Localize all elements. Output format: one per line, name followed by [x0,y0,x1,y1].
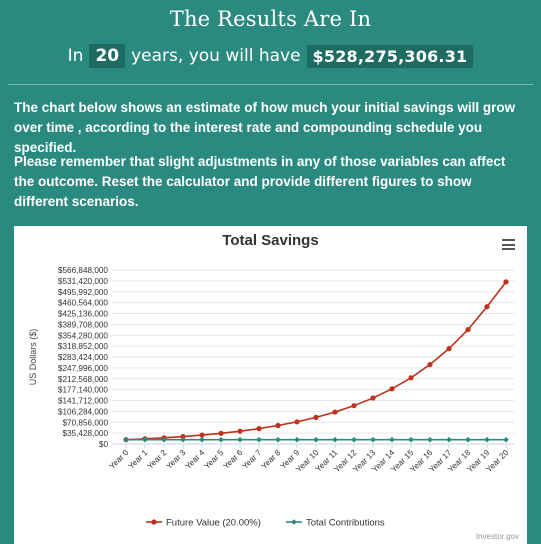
x-tick-label: Year 2 [146,448,169,471]
y-tick-label: $495,992,000 [58,288,109,297]
data-point [370,395,376,401]
data-point [446,436,452,443]
explanation-paragraph: The chart below shows an estimate of how… [14,100,516,155]
data-point [389,436,395,443]
data-point [332,409,338,415]
disclaimer-paragraph: Please remember that slight adjustments … [14,154,506,209]
legend-marker [151,519,157,525]
data-point [446,346,452,352]
data-point [294,436,300,443]
results-title: The Results Are In [169,7,372,31]
chart-title: Total Savings [222,232,319,249]
y-tick-label: $531,420,000 [58,277,109,286]
x-tick-label: Year 6 [222,448,245,471]
y-tick-label: $354,280,000 [58,331,109,340]
y-tick-label: $141,712,000 [58,397,109,406]
x-tick-label: Year 3 [165,448,188,471]
summary-middle: years, you will have [131,46,301,66]
x-tick-label: Year 5 [203,448,226,471]
data-point [294,419,300,425]
summary-prefix: In [67,46,84,66]
data-point [351,436,357,443]
x-tick-label: Year 0 [108,448,131,471]
data-point [408,375,414,381]
x-tick-label: Year 8 [260,448,283,471]
y-tick-label: $70,856,000 [62,418,108,427]
data-point [256,436,262,443]
data-point [161,436,167,443]
y-tick-label: $389,708,000 [58,320,109,329]
divider [8,84,533,85]
data-point [427,436,433,443]
data-point [427,361,433,368]
legend-label: Future Value (20.00%) [166,518,261,529]
data-point [313,436,319,443]
data-point [142,436,148,443]
data-point [218,436,224,443]
data-point [332,436,338,443]
x-tick-label: Year 4 [184,448,207,471]
data-point [237,436,243,443]
chart-plot: $0 $35,428,000 $70,856,000 $106,284,000$141… [28,266,514,529]
data-point [123,436,129,443]
y-tick-label: $566,848,000 [58,266,109,275]
data-point [275,422,281,429]
data-point [275,436,281,443]
legend-marker [291,519,297,525]
results-summary: In 20 years, you will have $528,275,306.… [0,44,541,68]
data-point [484,436,490,443]
data-point [484,304,490,310]
y-axis-label: US Dollars ($) [28,329,38,386]
legend-label: Total Contributions [306,518,385,529]
y-tick-label: $425,136,000 [58,310,109,319]
y-tick-label: $283,424,000 [58,353,109,362]
data-point [370,436,376,443]
y-tick-label: $212,568,000 [58,375,109,384]
x-tick-label: Year 1 [127,448,150,471]
data-point [180,436,186,443]
y-tick-label: $318,852,000 [58,342,109,351]
data-point [256,426,262,432]
data-point [237,428,243,434]
data-point [351,403,357,409]
savings-chart: Total Savings $0 $35,428,000 $70,856,000 $1… [14,226,527,544]
y-tick-label: $247,996,000 [58,364,109,373]
chart-menu-icon[interactable] [502,239,515,250]
y-tick-label: $106,284,000 [58,407,109,416]
data-point [218,430,224,436]
y-tick-label: $460,564,000 [58,299,109,308]
x-tick-label: Year 7 [241,448,264,471]
amount-badge: $528,275,306.31 [306,44,474,68]
y-tick-label: $35,428,000 [62,429,108,438]
y-tick-label: $0 [99,440,109,449]
data-point [389,386,395,392]
data-point [408,436,414,443]
data-point [199,432,205,438]
data-point [465,326,471,333]
data-point [199,436,205,443]
data-point [313,414,319,420]
data-point [503,279,509,285]
data-point [465,436,471,443]
data-point [180,433,186,440]
y-tick-label: $177,140,000 [58,386,109,395]
chart-credit: Investor.gov [475,532,519,541]
data-point [503,436,509,443]
years-badge: 20 [89,44,126,68]
